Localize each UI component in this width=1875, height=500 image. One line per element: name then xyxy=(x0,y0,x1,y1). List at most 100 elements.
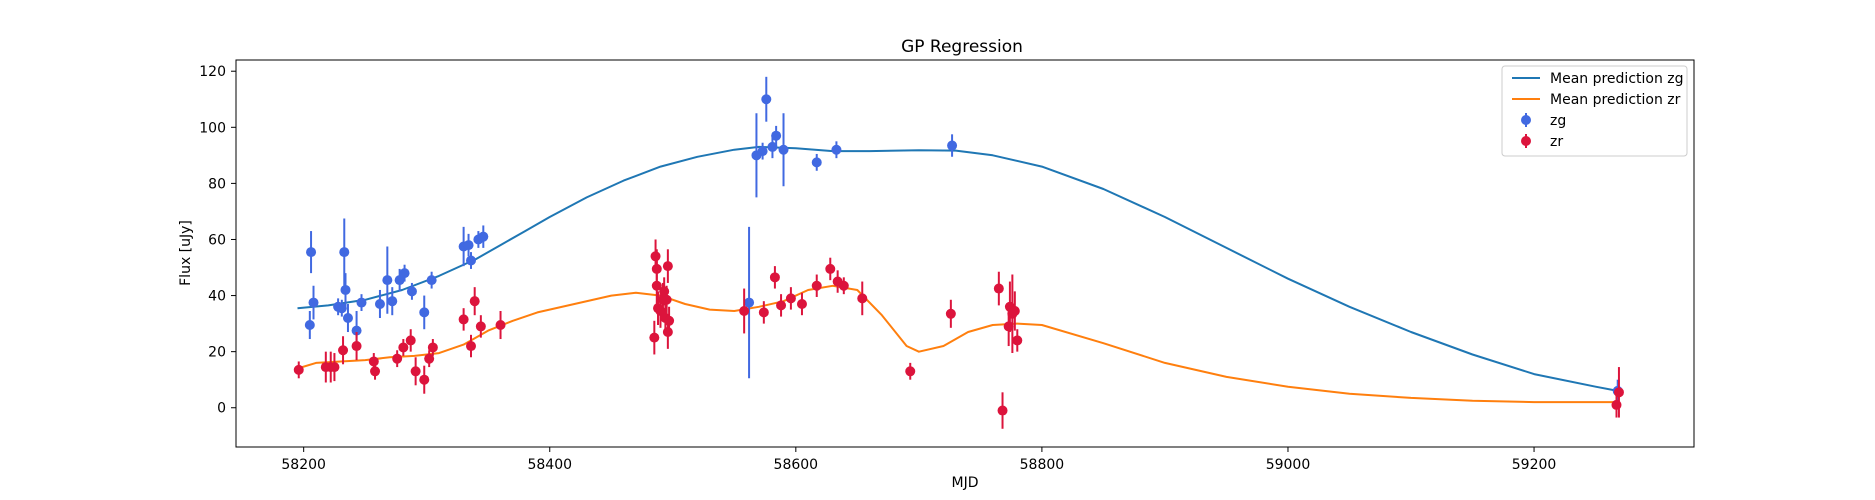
zg-data-point xyxy=(419,307,430,318)
zg-data-point xyxy=(374,298,385,309)
zr-data-point xyxy=(469,296,480,307)
chart-title: GP Regression xyxy=(901,37,1023,57)
zg-data-point xyxy=(757,146,768,157)
zr-data-point xyxy=(662,327,673,338)
zg-data-point xyxy=(478,231,489,242)
x-tick-label: 58400 xyxy=(527,457,572,473)
zg-data-point xyxy=(767,141,778,152)
zg-data-point xyxy=(778,144,789,155)
legend-label: zr xyxy=(1550,134,1563,150)
zr-data-point xyxy=(424,353,435,364)
zg-data-point xyxy=(339,247,350,258)
zr-data-point xyxy=(776,300,787,311)
legend-point-swatch xyxy=(1521,115,1531,125)
zg-data-point xyxy=(399,268,410,279)
zg-data-point xyxy=(463,240,474,251)
legend-label: Mean prediction zr xyxy=(1550,92,1681,108)
zr-data-point xyxy=(651,263,662,274)
zr-data-point xyxy=(1613,387,1624,398)
x-tick-label: 59200 xyxy=(1512,457,1557,473)
zr-data-point xyxy=(338,345,349,356)
y-axis-label: Flux [uJy] xyxy=(178,220,194,286)
zg-data-point xyxy=(304,320,315,331)
zr-data-point xyxy=(1611,399,1622,410)
zg-data-point xyxy=(811,157,822,168)
zg-data-point xyxy=(387,296,398,307)
zr-data-point xyxy=(662,261,673,272)
x-tick-label: 58200 xyxy=(281,457,326,473)
zr-data-point xyxy=(769,272,780,283)
legend-item: zg xyxy=(1521,113,1566,129)
legend-item: Mean prediction zg xyxy=(1512,71,1684,87)
zr-data-point xyxy=(945,308,956,319)
y-tick-label: 100 xyxy=(199,120,226,136)
legend-item: zr xyxy=(1521,134,1563,150)
zr-data-point xyxy=(857,293,868,304)
zg-data-point xyxy=(761,94,772,105)
legend-label: zg xyxy=(1550,113,1566,129)
series-zr-points xyxy=(293,239,1624,429)
zr-data-point xyxy=(739,305,750,316)
zr-data-point xyxy=(419,374,430,385)
x-axis-label: MJD xyxy=(952,475,979,491)
zg-data-point xyxy=(771,130,782,141)
zr-data-point xyxy=(997,405,1008,416)
zr-data-point xyxy=(398,342,409,353)
zr-data-point xyxy=(659,286,670,297)
x-tick-label: 58600 xyxy=(774,457,819,473)
zr-data-point xyxy=(785,293,796,304)
zr-data-point xyxy=(650,251,661,262)
zr-data-point xyxy=(825,263,836,274)
zg-data-point xyxy=(744,297,755,308)
zr-data-point xyxy=(410,366,421,377)
zr-data-point xyxy=(993,283,1004,294)
y-tick-label: 20 xyxy=(208,345,226,361)
zr-data-point xyxy=(1009,305,1020,316)
zg-data-point xyxy=(356,297,367,308)
zg-data-point xyxy=(308,297,319,308)
y-tick-label: 60 xyxy=(208,232,226,248)
plot-frame xyxy=(235,59,1695,448)
series-line-mean-prediction-zr xyxy=(297,284,1618,404)
zr-data-point xyxy=(1012,335,1023,346)
zg-data-point xyxy=(406,286,417,297)
zg-data-point xyxy=(340,284,351,295)
x-axis: 58200 58400 58600 58800 59000 59200 xyxy=(281,447,1556,473)
zr-data-point xyxy=(838,280,849,291)
zr-data-point xyxy=(811,280,822,291)
y-axis: 0 20 40 60 80 100 120 xyxy=(199,64,236,417)
zg-data-point xyxy=(382,275,393,286)
zg-data-point xyxy=(351,325,362,336)
zr-data-point xyxy=(351,341,362,352)
zr-data-point xyxy=(293,364,304,375)
zr-data-point xyxy=(758,307,769,318)
zg-data-point xyxy=(831,144,842,155)
zg-data-point xyxy=(342,313,353,323)
y-tick-label: 0 xyxy=(217,401,226,417)
y-tick-label: 40 xyxy=(208,289,226,305)
y-tick-label: 80 xyxy=(208,176,226,192)
zr-data-point xyxy=(392,353,403,364)
legend: Mean prediction zg Mean prediction zr zg zr xyxy=(1501,65,1688,157)
zg-data-point xyxy=(947,140,958,151)
zg-data-point xyxy=(336,303,347,314)
x-tick-label: 58800 xyxy=(1020,457,1065,473)
zr-data-point xyxy=(664,315,675,326)
zr-data-point xyxy=(796,298,807,309)
legend-frame xyxy=(1501,65,1688,157)
zr-data-point xyxy=(427,342,438,353)
zr-data-point xyxy=(458,314,469,325)
zr-data-point xyxy=(405,335,416,346)
zg-data-point xyxy=(426,275,437,286)
series-line-mean-prediction-zg xyxy=(297,145,1618,392)
zg-data-point xyxy=(466,255,477,266)
legend-label: Mean prediction zg xyxy=(1550,71,1684,87)
plot-series-layer xyxy=(293,76,1624,429)
series-zg-points xyxy=(304,76,1623,403)
y-tick-label: 120 xyxy=(199,64,226,80)
zr-data-point xyxy=(905,366,916,377)
zr-data-point xyxy=(495,320,506,331)
legend-point-swatch xyxy=(1521,136,1531,146)
zr-data-point xyxy=(329,362,340,373)
